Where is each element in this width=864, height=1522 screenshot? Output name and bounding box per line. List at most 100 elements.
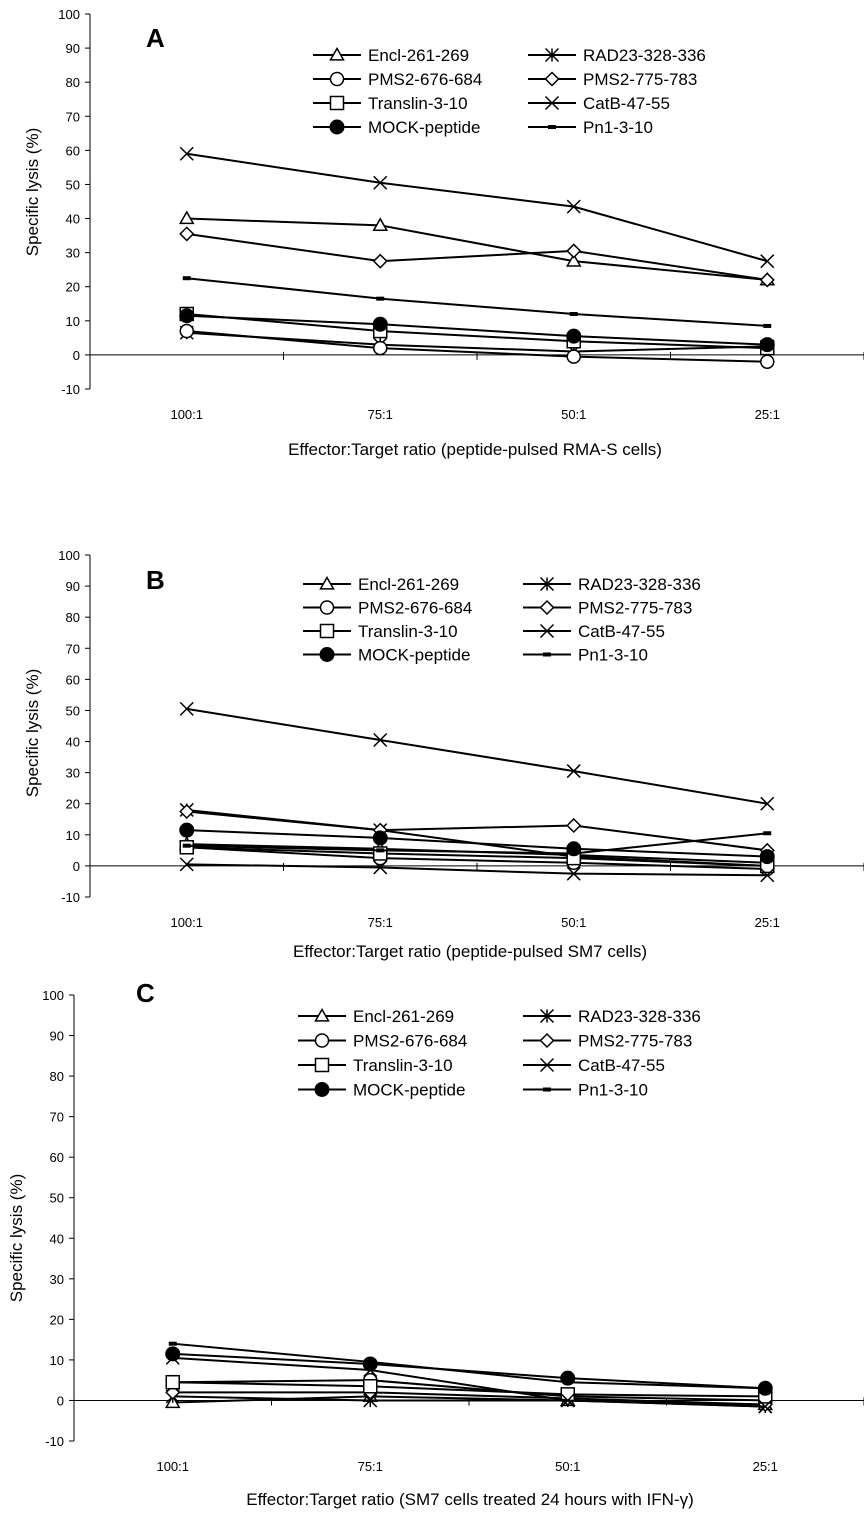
panel-a-data-point	[569, 312, 578, 316]
panel-c-series-line	[172, 1379, 766, 1402]
panel-c-x-tick-label: 50:1	[555, 1459, 580, 1474]
panel-b-series-3	[179, 803, 775, 858]
panel-c-chart: Specific lysis (%) Effector:Target ratio…	[7, 978, 694, 1509]
panel-a-data-point	[565, 253, 582, 267]
panel-b-x-tick-label: 50:1	[561, 915, 586, 930]
panel-a-legend-marker	[544, 71, 560, 87]
panel-b-series-line	[186, 846, 768, 871]
panel-b-series-line	[186, 810, 768, 852]
panel-c-ylabel: Specific lysis (%)	[7, 1174, 26, 1302]
panel-a-legend: Encl-261-269 RAD23-328-336 PMS2-676-684 PMS…	[313, 46, 706, 137]
panel-c-y-tick-label: 100	[42, 988, 64, 1003]
panel-b-label: B	[146, 565, 165, 595]
panel-a-legend-marker	[329, 71, 345, 87]
panel-c-legend-marker	[314, 1082, 330, 1097]
panel-a-legend-label: PMS2-676-684	[368, 70, 482, 89]
panel-c-y-tick-label: 0	[57, 1393, 64, 1408]
panel-a-y-tick-label: 100	[58, 7, 80, 22]
panel-c-xlabel: Effector:Target ratio (SM7 cells treated…	[246, 1490, 694, 1509]
panel-c-series-line	[172, 1342, 766, 1390]
panel-c-series-6	[165, 1346, 773, 1396]
panel-b-y-tick-label: -10	[61, 890, 80, 905]
panel-a-y-tick-label: 50	[66, 177, 80, 192]
panel-a-y-tick-label: 30	[66, 246, 80, 261]
panel-c-y-tick-label: 60	[50, 1150, 64, 1165]
panel-c-series-line	[172, 1395, 766, 1406]
panel-c-data-point	[366, 1359, 375, 1364]
panel-a-x-tick-label: 100:1	[170, 407, 203, 422]
panel-a-data-point	[179, 146, 194, 161]
panel-a-legend-label: Translin-3-10	[368, 94, 468, 113]
panel-b-y-tick-label: 90	[66, 579, 80, 594]
panel-a-data-point	[759, 337, 775, 353]
panel-b-legend-marker	[543, 652, 551, 657]
panel-a-data-point	[372, 316, 388, 332]
panel-a-data-point	[179, 323, 194, 339]
panel-a-y-tick-label: 80	[66, 75, 80, 90]
panel-c-y-tick-label: 20	[50, 1312, 64, 1327]
panel-a-label: A	[146, 23, 165, 53]
panel-c-y-tick-label: 80	[50, 1069, 64, 1084]
panel-c-data-point	[758, 1399, 773, 1414]
panel-a-x-tick-label: 75:1	[368, 407, 393, 422]
panel-b-xlabel: Effector:Target ratio (peptide-pulsed SM…	[293, 942, 647, 961]
panel-b-legend-label: Translin-3-10	[358, 622, 458, 641]
panel-b-legend-marker	[539, 623, 555, 639]
panel-a-series-line	[186, 313, 768, 350]
panel-a-data-point	[760, 354, 775, 369]
panel-c-legend-label: Encl-261-269	[353, 1007, 454, 1026]
panel-c-label: C	[136, 978, 155, 1008]
panel-c-series-7	[168, 1341, 770, 1391]
panel-b-legend-label: PMS2-676-684	[358, 599, 472, 618]
panel-c-data-point	[168, 1341, 177, 1346]
panel-c-y-tick-label: 10	[50, 1353, 64, 1368]
panel-c-y-tick-label: 40	[50, 1231, 64, 1246]
panel-a-series-0	[178, 210, 776, 286]
panel-b-legend-label: CatB-47-55	[578, 622, 665, 641]
panel-c-legend-marker	[314, 1033, 330, 1048]
panel-b-series-line	[186, 808, 768, 867]
panel-a-data-point	[372, 217, 389, 231]
panel-a-data-point	[566, 199, 581, 214]
panel-a-legend-marker	[329, 95, 345, 111]
panel-c-series-line	[172, 1381, 766, 1398]
panel-b-data-point	[569, 851, 578, 856]
panel-b-data-point	[373, 732, 388, 748]
panel-b-data-point	[763, 831, 772, 836]
panel-b-legend: Encl-261-269 RAD23-328-336 PMS2-676-684 PMS…	[303, 575, 701, 665]
panel-c-plot: -10 0 10 20 30 40 50 60 70 80 90 100 100:1 75:1 50:1 25…	[42, 988, 864, 1474]
panel-c-y-tick-label: -10	[45, 1434, 64, 1449]
panel-b-ylabel: Specific lysis (%)	[23, 669, 42, 797]
panel-a-data-point	[566, 243, 582, 259]
panel-a-chart: Specific lysis (%) Effector:Target ratio…	[23, 23, 662, 459]
panel-a-legend-label: PMS2-775-783	[583, 70, 697, 89]
panel-b-series-line	[186, 846, 768, 867]
panel-c-legend: Encl-261-269 RAD23-328-336 PMS2-676-684 PMS…	[298, 1007, 701, 1100]
panel-a-plot: -10 0 10 20 30 40 50 60 70 80 90 100 100:1 75:1 50:1 25…	[58, 7, 864, 422]
panel-a-data-point	[760, 254, 775, 269]
panel-b-y-tick-label: 10	[66, 828, 80, 843]
panel-a-series-line	[186, 232, 768, 281]
panel-a-y-tick-label: -10	[61, 382, 80, 397]
panel-c-x-tick-label: 100:1	[156, 1459, 189, 1474]
panel-a-legend-label: MOCK-peptide	[368, 118, 480, 137]
panel-a-data-point	[763, 323, 772, 328]
panel-c-legend-label: Translin-3-10	[353, 1056, 453, 1075]
panel-a-series-6	[179, 308, 775, 353]
panel-a-data-point	[566, 349, 581, 364]
panel-b-legend-marker	[319, 623, 335, 639]
panel-c-legend-marker	[543, 1087, 551, 1092]
panel-b-legend-label: MOCK-peptide	[358, 646, 470, 665]
panel-c-y-tick-label: 70	[50, 1110, 64, 1125]
panel-b-data-point	[566, 866, 581, 881]
panel-c-legend-label: MOCK-peptide	[353, 1081, 465, 1100]
panel-a-series-line	[186, 152, 768, 263]
panel-a-ylabel: Specific lysis (%)	[23, 128, 42, 256]
panel-c-legend-marker	[539, 1008, 555, 1024]
panel-c-legend-label: CatB-47-55	[578, 1056, 665, 1075]
panel-c-series-line	[172, 1391, 766, 1406]
panel-b-y-tick-label: 40	[66, 735, 80, 750]
panel-a-legend-label: Pn1-3-10	[583, 118, 653, 137]
panel-a-series-2	[179, 323, 775, 369]
